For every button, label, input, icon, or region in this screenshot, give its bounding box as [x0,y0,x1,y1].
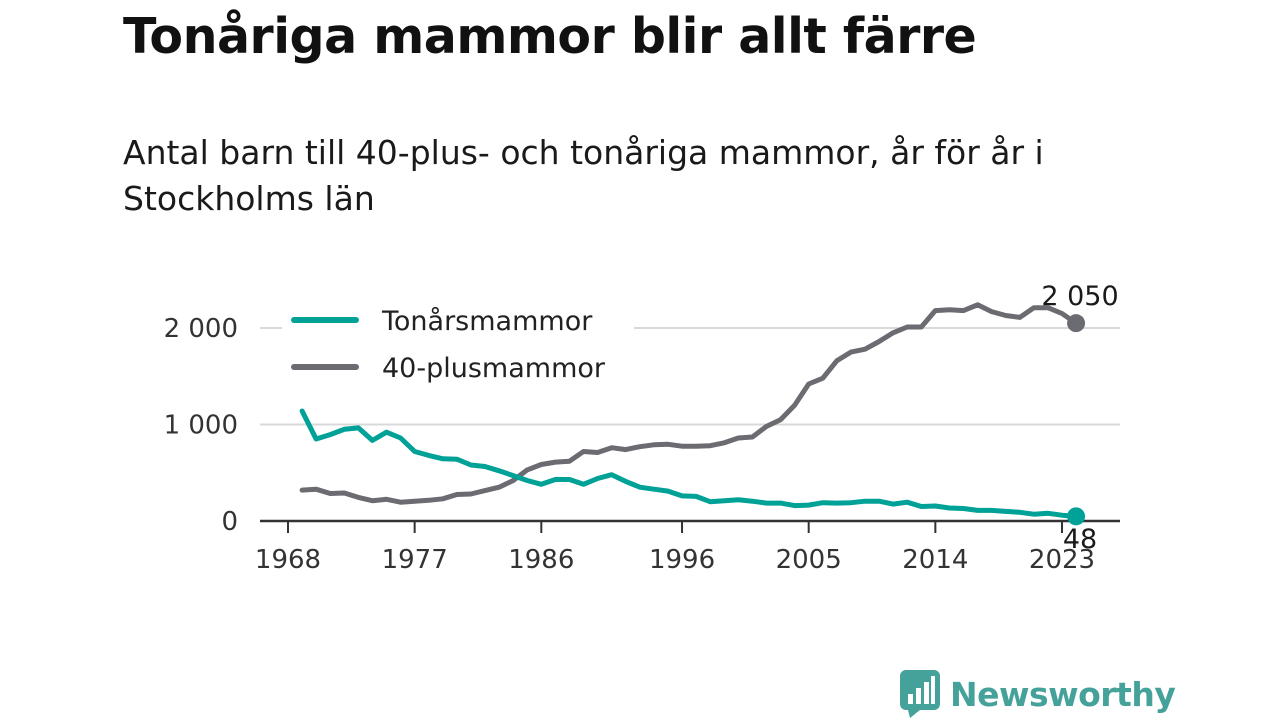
x-tick-label: 2005 [776,545,842,575]
series-lines [299,302,1079,519]
legend: Tonårsmammor 40-plusmammor [282,296,634,392]
newsworthy-logo-icon [900,670,940,718]
legend-background [282,296,634,392]
x-tick-label: 2014 [902,545,968,575]
x-axis: 1968 1977 1986 1996 2005 2014 2023 [255,519,1120,575]
x-tick-label: 2023 [1029,545,1095,575]
x-tick-label: 1977 [382,545,448,575]
x-tick-label: 1996 [649,545,715,575]
y-tick-label: 1 000 [164,411,238,441]
series-line-teen [299,408,1079,519]
brand-name: Newsworthy [950,674,1176,714]
end-label-forty: 2 050 [1041,281,1118,312]
y-axis-labels: 0 1 000 2 000 [164,314,238,537]
series-line-forty [299,302,1079,505]
legend-label-teen: Tonårsmammor [381,306,593,337]
chart-subtitle: Antal barn till 40-plus- och tonåriga ma… [123,133,1044,218]
end-value-labels: 2 050 48 [1041,281,1118,555]
legend-label-forty: 40-plusmammor [382,353,606,384]
y-tick-label: 0 [221,507,238,537]
end-marker-teen [1067,507,1086,526]
end-label-teen: 48 [1063,524,1097,555]
x-tick-label: 1968 [255,545,321,575]
end-marker-forty [1067,314,1086,333]
chart-title: Tonåriga mammor blir allt färre [123,8,977,65]
end-markers [1067,314,1086,526]
y-tick-label: 2 000 [164,314,238,344]
x-tick-label: 1986 [508,545,574,575]
brand: Newsworthy [900,670,1176,718]
